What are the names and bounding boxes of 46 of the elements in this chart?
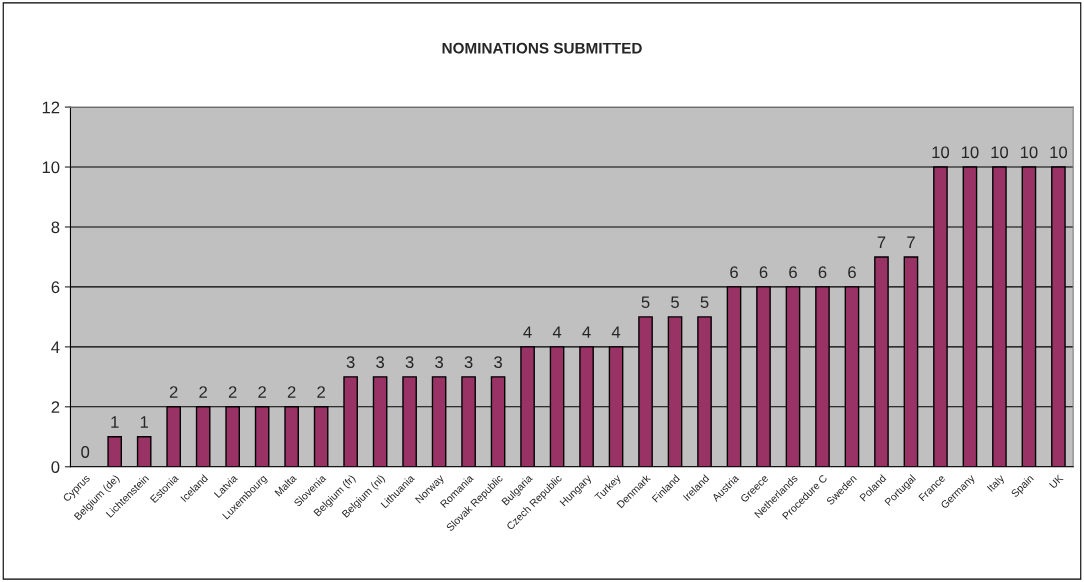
data-label: 6 — [818, 266, 827, 279]
data-label: 5 — [700, 296, 709, 309]
y-tick-label: 2 — [51, 401, 60, 413]
y-tick-label: 4 — [51, 341, 60, 353]
data-label: 6 — [730, 266, 738, 279]
data-label: 10 — [961, 146, 979, 159]
data-label: 5 — [671, 296, 679, 309]
data-label: 4 — [552, 326, 562, 338]
data-label: 3 — [464, 356, 473, 368]
y-tick-label: 6 — [51, 281, 60, 294]
data-label: 6 — [789, 266, 797, 279]
data-label: 10 — [991, 146, 1009, 159]
data-label: 2 — [169, 386, 178, 398]
data-label: 3 — [494, 356, 502, 368]
data-label: 2 — [258, 386, 266, 398]
data-label: 2 — [228, 386, 237, 398]
data-label: 2 — [317, 386, 325, 398]
data-label: 6 — [848, 266, 856, 279]
data-label: 5 — [641, 296, 650, 309]
data-label: 4 — [611, 326, 621, 338]
x-tick-label: Italy — [986, 473, 1007, 494]
data-label: 3 — [405, 356, 414, 368]
y-tick-label: 8 — [51, 221, 60, 234]
data-label: 0 — [81, 446, 90, 458]
data-label: 3 — [376, 356, 385, 368]
data-label: 7 — [907, 236, 915, 248]
data-label: 10 — [1020, 146, 1038, 159]
data-label: 10 — [932, 146, 950, 159]
data-label: 3 — [346, 356, 355, 368]
data-label: 4 — [582, 326, 591, 338]
data-label: 1 — [111, 416, 119, 428]
data-label: 7 — [877, 236, 886, 248]
y-tick-label: 0 — [51, 461, 60, 473]
data-label: 3 — [435, 356, 443, 368]
data-label: 10 — [1050, 146, 1068, 159]
data-label: 2 — [199, 386, 207, 398]
chart-title: NOMINATIONS SUBMITTED — [442, 42, 642, 54]
data-label: 2 — [287, 386, 296, 398]
data-label: 4 — [523, 326, 532, 338]
bar — [107, 436, 123, 467]
y-tick-label: 10 — [42, 161, 60, 174]
y-tick-label: 12 — [42, 101, 60, 114]
data-label: 6 — [759, 266, 768, 279]
bar — [136, 436, 152, 467]
data-label: 1 — [140, 416, 149, 428]
x-tick-label: UK — [1049, 474, 1064, 489]
